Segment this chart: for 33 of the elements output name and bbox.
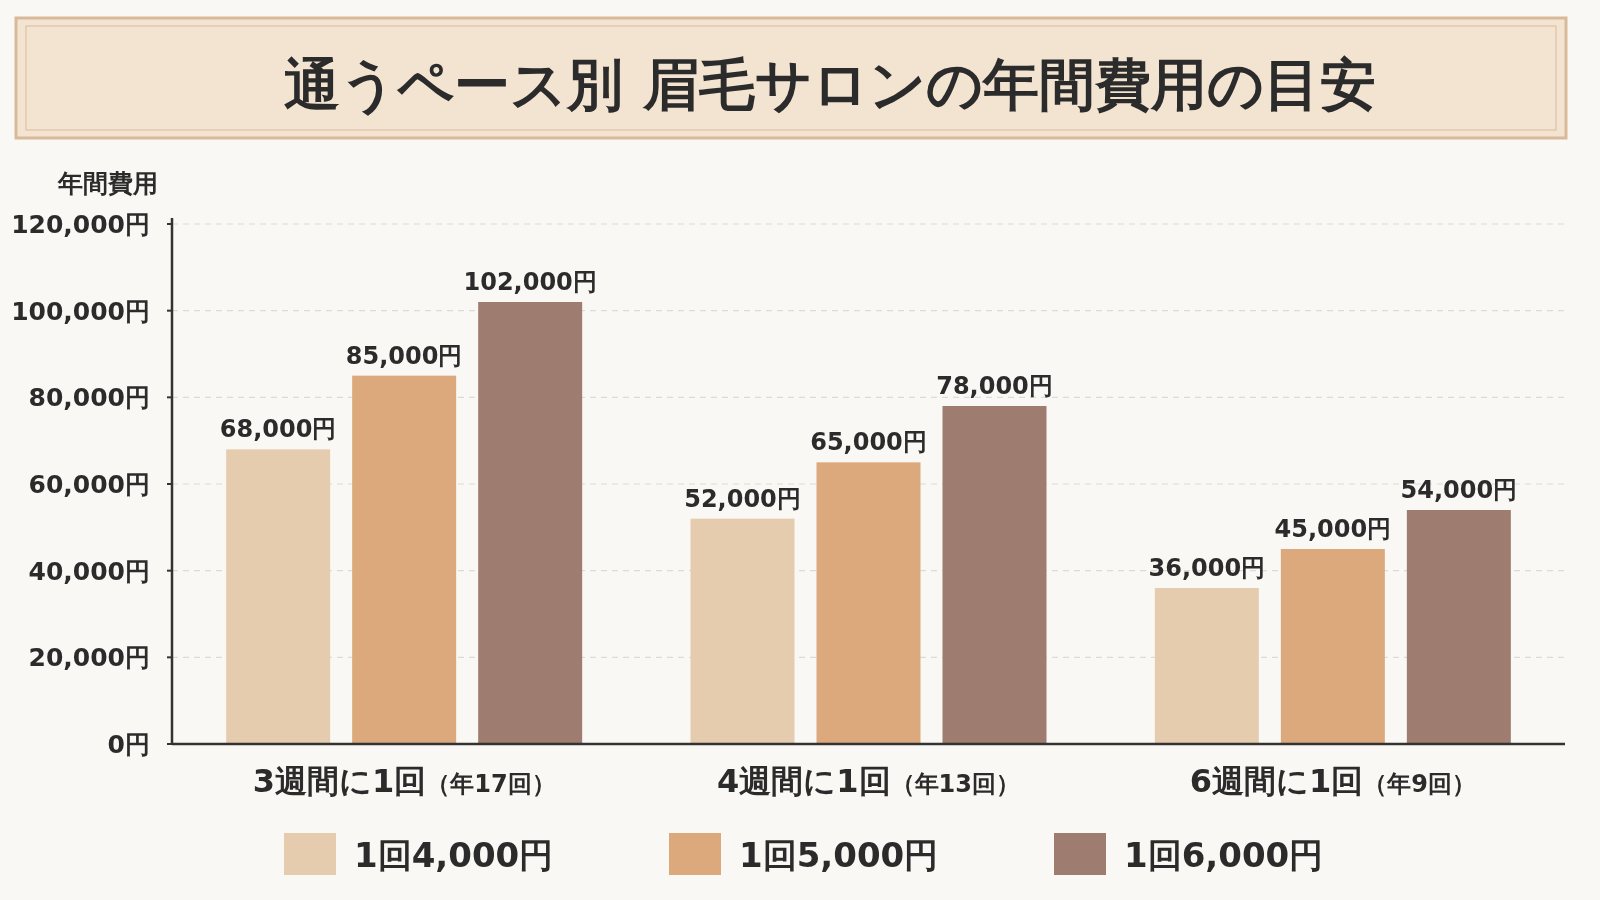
bar <box>816 462 921 744</box>
data-label: 68,000円 <box>219 415 337 444</box>
bar <box>226 449 331 744</box>
bar <box>1406 510 1511 744</box>
data-label: 52,000円 <box>684 484 801 513</box>
y-tick-label: 100,000円 <box>11 296 150 326</box>
bar <box>478 302 583 744</box>
bar <box>1154 588 1259 744</box>
data-label: 85,000円 <box>345 341 463 370</box>
data-label: 102,000円 <box>463 268 597 296</box>
y-tick-label: 0円 <box>107 730 150 759</box>
x-tick-label: 4週間に1回（年13回） <box>717 762 1020 800</box>
y-tick-label: 20,000円 <box>28 643 150 673</box>
chart-title: 通うペース別 眉毛サロンの年間費用の目安 <box>284 52 1376 117</box>
y-tick-label: 80,000円 <box>28 383 150 413</box>
bar <box>352 375 457 744</box>
data-label: 65,000円 <box>810 428 927 457</box>
bar <box>690 518 795 744</box>
bar <box>1280 549 1385 744</box>
y-axis-title: 年間費用 <box>57 169 158 198</box>
data-label: 45,000円 <box>1274 515 1392 543</box>
data-label: 54,000円 <box>1400 476 1518 504</box>
data-label: 36,000円 <box>1148 554 1266 582</box>
x-tick-label: 6週間に1回（年9回） <box>1189 762 1476 800</box>
y-tick-label: 60,000円 <box>28 470 150 499</box>
legend-label: 1回4,000円 <box>354 835 554 875</box>
data-label: 78,000円 <box>936 372 1053 400</box>
legend-label: 1回5,000円 <box>739 835 939 875</box>
y-tick-label: 40,000円 <box>28 556 150 586</box>
legend-label: 1回6,000円 <box>1124 835 1324 875</box>
bar <box>942 406 1047 744</box>
x-tick-label: 3週間に1回（年17回） <box>252 762 556 800</box>
y-tick-label: 120,000円 <box>11 210 150 239</box>
